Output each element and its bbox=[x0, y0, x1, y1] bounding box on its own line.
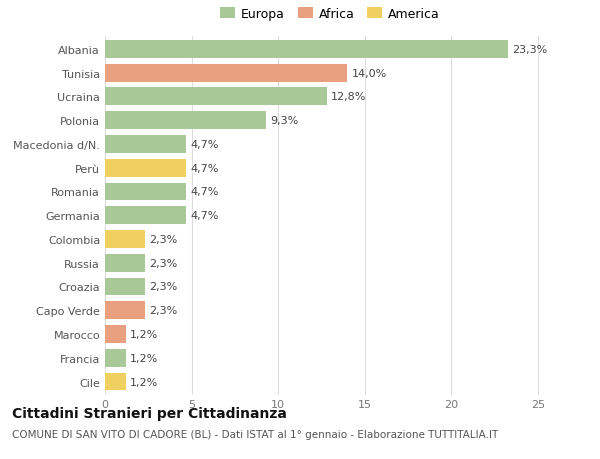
Bar bbox=[105, 325, 126, 343]
Text: 1,2%: 1,2% bbox=[130, 329, 158, 339]
Bar bbox=[105, 349, 126, 367]
Bar bbox=[105, 183, 187, 201]
Bar bbox=[105, 230, 145, 248]
Bar bbox=[105, 112, 266, 130]
Text: 2,3%: 2,3% bbox=[149, 306, 178, 315]
Text: 2,3%: 2,3% bbox=[149, 258, 178, 268]
Text: 4,7%: 4,7% bbox=[191, 211, 219, 221]
Bar bbox=[105, 207, 187, 224]
Text: 4,7%: 4,7% bbox=[191, 187, 219, 197]
Text: 23,3%: 23,3% bbox=[512, 45, 548, 55]
Text: COMUNE DI SAN VITO DI CADORE (BL) - Dati ISTAT al 1° gennaio - Elaborazione TUTT: COMUNE DI SAN VITO DI CADORE (BL) - Dati… bbox=[12, 429, 498, 439]
Bar bbox=[105, 373, 126, 391]
Text: 1,2%: 1,2% bbox=[130, 377, 158, 386]
Bar bbox=[105, 278, 145, 296]
Bar bbox=[105, 159, 187, 177]
Text: 4,7%: 4,7% bbox=[191, 163, 219, 174]
Text: Cittadini Stranieri per Cittadinanza: Cittadini Stranieri per Cittadinanza bbox=[12, 406, 287, 420]
Legend: Europa, Africa, America: Europa, Africa, America bbox=[217, 6, 443, 23]
Text: 9,3%: 9,3% bbox=[270, 116, 299, 126]
Text: 2,3%: 2,3% bbox=[149, 235, 178, 245]
Text: 2,3%: 2,3% bbox=[149, 282, 178, 292]
Text: 4,7%: 4,7% bbox=[191, 140, 219, 150]
Bar bbox=[105, 65, 347, 82]
Bar bbox=[105, 302, 145, 319]
Bar bbox=[105, 41, 508, 59]
Text: 1,2%: 1,2% bbox=[130, 353, 158, 363]
Bar bbox=[105, 88, 326, 106]
Text: 12,8%: 12,8% bbox=[331, 92, 366, 102]
Text: 14,0%: 14,0% bbox=[352, 68, 387, 78]
Bar bbox=[105, 254, 145, 272]
Bar bbox=[105, 136, 187, 153]
